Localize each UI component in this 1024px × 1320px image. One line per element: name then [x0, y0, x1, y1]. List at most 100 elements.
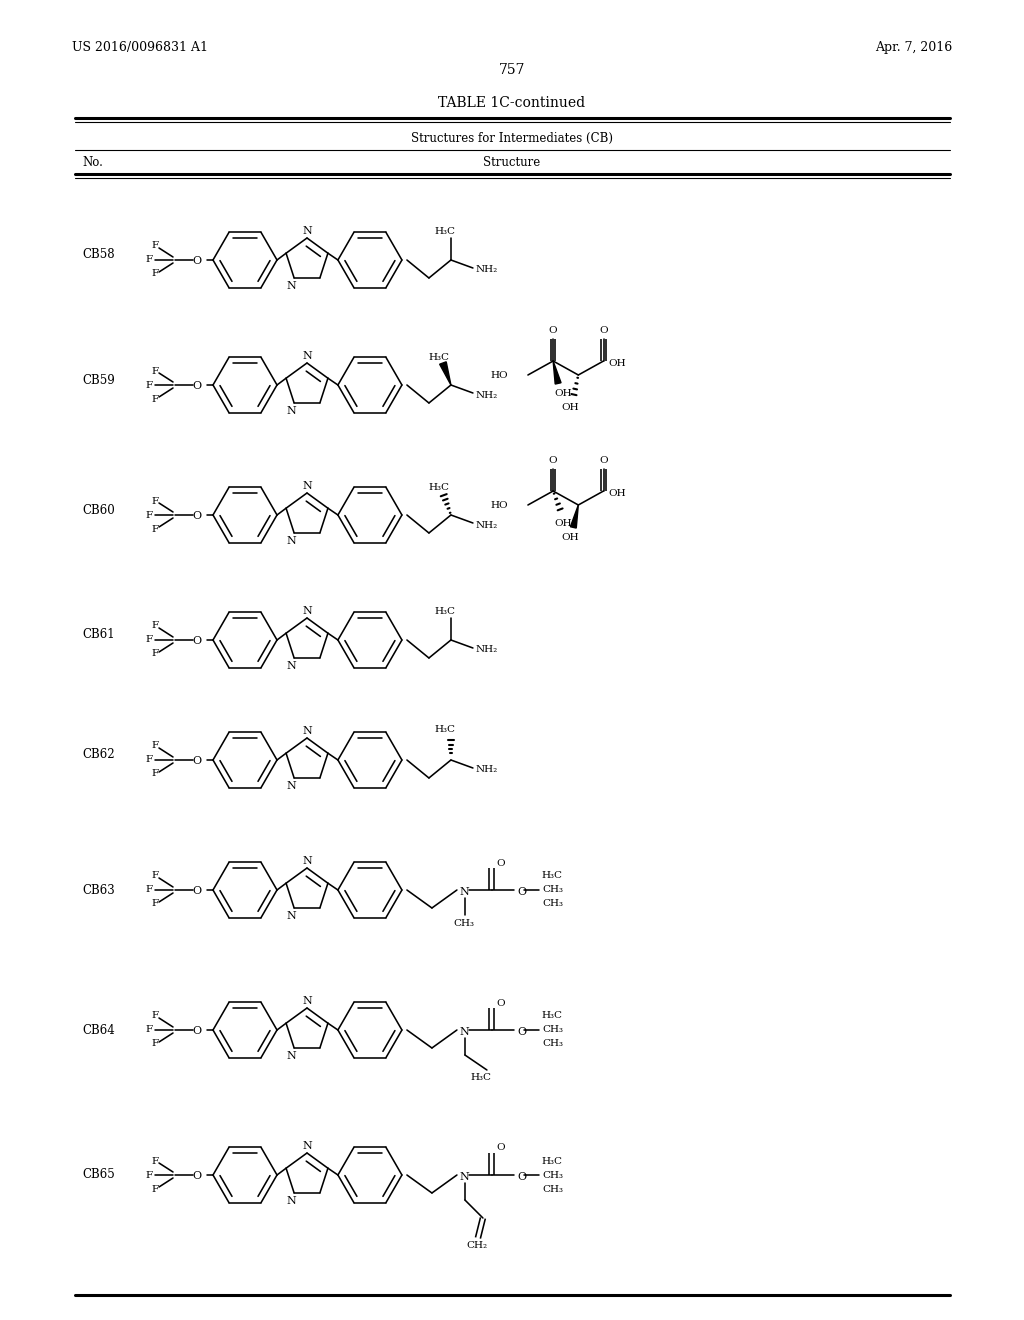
Text: OH: OH — [561, 404, 580, 412]
Text: No.: No. — [82, 157, 102, 169]
Text: Apr. 7, 2016: Apr. 7, 2016 — [874, 41, 952, 54]
Text: N: N — [302, 855, 312, 866]
Text: N: N — [302, 226, 312, 236]
Text: CB59: CB59 — [82, 374, 115, 387]
Polygon shape — [439, 362, 451, 385]
Text: O: O — [517, 1172, 526, 1181]
Text: O: O — [496, 998, 505, 1007]
Text: N: N — [460, 1027, 470, 1038]
Text: NH₂: NH₂ — [476, 766, 498, 775]
Text: O: O — [599, 457, 608, 465]
Text: O: O — [517, 887, 526, 898]
Text: N: N — [302, 351, 312, 360]
Text: CH₂: CH₂ — [466, 1242, 487, 1250]
Text: TABLE 1C-continued: TABLE 1C-continued — [438, 96, 586, 110]
Text: CB64: CB64 — [82, 1023, 115, 1036]
Text: N: N — [302, 997, 312, 1006]
Text: Structure: Structure — [483, 157, 541, 169]
Text: O: O — [193, 886, 202, 896]
Text: CB65: CB65 — [82, 1168, 115, 1181]
Text: F: F — [145, 256, 153, 264]
Text: CB62: CB62 — [82, 748, 115, 762]
Text: F: F — [145, 755, 153, 764]
Text: O: O — [599, 326, 608, 335]
Text: O: O — [517, 1027, 526, 1038]
Text: O: O — [496, 858, 505, 867]
Text: F: F — [152, 649, 159, 659]
Text: F: F — [152, 524, 159, 533]
Text: CH₃: CH₃ — [542, 1026, 563, 1035]
Text: O: O — [193, 636, 202, 645]
Text: H₃C: H₃C — [542, 1156, 563, 1166]
Text: F: F — [152, 1040, 159, 1048]
Text: CH₃: CH₃ — [542, 899, 563, 908]
Text: O: O — [193, 256, 202, 267]
Text: H₃C: H₃C — [435, 227, 456, 235]
Text: N: N — [286, 661, 296, 671]
Text: N: N — [302, 606, 312, 616]
Text: F: F — [152, 742, 159, 751]
Text: 757: 757 — [499, 63, 525, 77]
Text: F: F — [145, 886, 153, 895]
Text: F: F — [152, 871, 159, 880]
Text: O: O — [549, 326, 557, 335]
Text: H₃C: H₃C — [435, 726, 456, 734]
Text: NH₂: NH₂ — [476, 391, 498, 400]
Text: OH: OH — [561, 533, 580, 543]
Text: N: N — [286, 1051, 296, 1061]
Text: O: O — [496, 1143, 505, 1152]
Text: CH₃: CH₃ — [542, 1171, 563, 1180]
Text: NH₂: NH₂ — [476, 265, 498, 275]
Text: HO: HO — [490, 500, 508, 510]
Text: N: N — [302, 480, 312, 491]
Text: N: N — [286, 911, 296, 921]
Text: F: F — [145, 511, 153, 520]
Text: H₃C: H₃C — [542, 871, 563, 880]
Text: F: F — [152, 622, 159, 631]
Text: OH: OH — [608, 359, 626, 367]
Text: F: F — [152, 242, 159, 251]
Text: F: F — [152, 1156, 159, 1166]
Text: N: N — [286, 281, 296, 290]
Text: H₃C: H₃C — [429, 352, 450, 362]
Text: CB60: CB60 — [82, 503, 115, 516]
Text: F: F — [152, 367, 159, 375]
Text: O: O — [193, 511, 202, 521]
Text: NH₂: NH₂ — [476, 520, 498, 529]
Text: N: N — [286, 1196, 296, 1205]
Text: CH₃: CH₃ — [542, 1184, 563, 1193]
Text: N: N — [286, 536, 296, 545]
Text: F: F — [152, 899, 159, 908]
Text: OH: OH — [608, 488, 626, 498]
Text: N: N — [302, 1140, 312, 1151]
Text: O: O — [193, 1171, 202, 1181]
Text: CH₃: CH₃ — [542, 1040, 563, 1048]
Text: F: F — [145, 635, 153, 644]
Text: F: F — [152, 1011, 159, 1020]
Text: N: N — [286, 781, 296, 791]
Text: O: O — [193, 756, 202, 766]
Text: O: O — [193, 1026, 202, 1036]
Text: N: N — [460, 887, 470, 898]
Text: CB61: CB61 — [82, 628, 115, 642]
Text: H₃C: H₃C — [471, 1073, 492, 1082]
Text: Structures for Intermediates (CB): Structures for Intermediates (CB) — [411, 132, 613, 144]
Polygon shape — [570, 506, 579, 528]
Text: F: F — [145, 1026, 153, 1035]
Text: F: F — [152, 269, 159, 279]
Text: H₃C: H₃C — [542, 1011, 563, 1020]
Text: US 2016/0096831 A1: US 2016/0096831 A1 — [72, 41, 208, 54]
Text: CH₃: CH₃ — [542, 886, 563, 895]
Text: F: F — [145, 380, 153, 389]
Text: OH: OH — [554, 389, 572, 399]
Text: N: N — [302, 726, 312, 737]
Text: N: N — [460, 1172, 470, 1181]
Text: F: F — [152, 496, 159, 506]
Text: CH₃: CH₃ — [453, 919, 474, 928]
Text: OH: OH — [554, 519, 572, 528]
Text: H₃C: H₃C — [429, 483, 450, 491]
Text: H₃C: H₃C — [435, 606, 456, 615]
Text: F: F — [145, 1171, 153, 1180]
Text: N: N — [286, 405, 296, 416]
Text: F: F — [152, 1184, 159, 1193]
